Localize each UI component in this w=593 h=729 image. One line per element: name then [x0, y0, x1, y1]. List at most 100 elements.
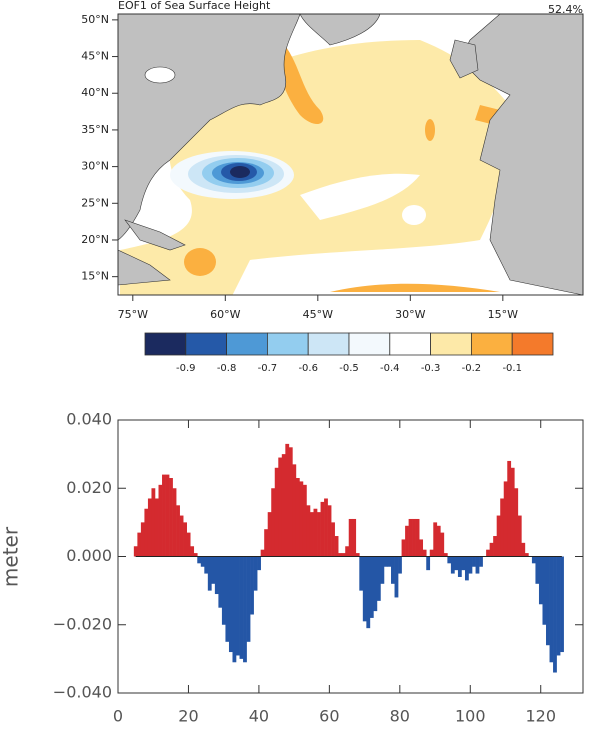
area-segment — [436, 525, 441, 557]
x-tick-label: 75°W — [118, 308, 148, 321]
area-segment — [352, 518, 357, 557]
colorbar-box — [389, 332, 431, 356]
area-segment — [546, 556, 550, 646]
area-segment — [331, 522, 335, 557]
x-tick-label: 60 — [319, 707, 339, 726]
area-segment — [486, 549, 490, 557]
area-segment — [507, 460, 512, 557]
area-segment — [334, 536, 339, 557]
area-segment — [239, 556, 244, 659]
area-segment — [405, 525, 409, 557]
area-segment — [165, 474, 170, 557]
area-segment — [257, 556, 261, 571]
area-segment — [454, 556, 459, 571]
area-segment — [309, 512, 314, 557]
area-segment — [359, 556, 364, 591]
area-segment — [408, 518, 413, 557]
area-segment — [398, 556, 402, 574]
area-segment — [292, 464, 297, 557]
colorbar-box — [511, 332, 554, 356]
anomaly-negative — [230, 166, 250, 178]
y-tick-label: 20°N — [81, 233, 109, 246]
x-tick-label: 80 — [390, 707, 410, 726]
area-segment — [193, 553, 198, 557]
area-segment — [401, 539, 406, 557]
anomaly-orange — [330, 283, 500, 292]
lake — [144, 66, 176, 84]
area-segment — [433, 522, 438, 557]
land-cuba — [124, 219, 186, 251]
area-segment — [214, 556, 219, 595]
colorbar-label: -0.9 — [176, 363, 196, 374]
area-segment — [348, 518, 353, 557]
area-segment — [204, 556, 209, 574]
area-segment — [211, 556, 216, 584]
colorbar-label: -0.3 — [421, 363, 441, 374]
area-segment — [271, 488, 276, 557]
colorbar-box — [430, 332, 472, 356]
area-segment — [475, 556, 480, 574]
y-tick-label: 30°N — [81, 160, 109, 173]
anomaly-neutral — [300, 173, 420, 220]
area-segment — [144, 508, 149, 557]
area-segment — [369, 556, 374, 618]
colorbar-box — [348, 332, 391, 356]
area-segment — [140, 522, 145, 557]
land-central-america — [118, 249, 171, 286]
y-tick-label: 0.040 — [66, 410, 112, 429]
area-segment — [246, 556, 251, 642]
y-tick-label: 40°N — [81, 86, 109, 99]
colorbar-box — [266, 332, 309, 356]
area-segment — [341, 553, 346, 557]
area-segment — [320, 501, 325, 557]
area-segment — [366, 556, 371, 629]
anomaly-orange — [425, 119, 435, 141]
area-segment — [422, 549, 427, 557]
area-segment — [440, 532, 445, 557]
area-segment — [517, 515, 522, 557]
colorbar-box — [226, 332, 268, 356]
area-segment — [158, 484, 163, 557]
area-segment — [232, 556, 237, 663]
anomaly-orange — [184, 248, 216, 276]
area-segment — [197, 556, 202, 564]
x-tick-label: 60°W — [210, 308, 240, 321]
area-segment — [207, 556, 212, 591]
x-tick-label: 120 — [525, 707, 556, 726]
colorbar-label: -0.7 — [258, 363, 278, 374]
map-annotation: 52.4% — [548, 3, 583, 16]
area-segment — [302, 484, 307, 557]
x-tick-label: 45°W — [303, 308, 333, 321]
area-segment — [260, 549, 265, 557]
area-segment — [468, 556, 473, 574]
colorbar-box — [144, 332, 187, 356]
y-tick-label: 45°N — [81, 50, 109, 63]
area-segment — [383, 556, 388, 567]
colorbar-box — [307, 332, 350, 356]
area-segment — [176, 505, 180, 557]
x-tick-label: 100 — [455, 707, 486, 726]
area-segment — [472, 556, 476, 567]
area-segment — [179, 515, 184, 557]
area-segment — [313, 508, 318, 557]
area-segment — [362, 556, 367, 622]
area-segment — [493, 536, 497, 557]
y-tick-label: −0.020 — [53, 614, 112, 633]
area-segment — [338, 553, 342, 557]
y-tick-label: 25°N — [81, 196, 109, 209]
colorbar-box — [185, 332, 228, 356]
area-segment — [317, 512, 321, 557]
area-segment — [295, 478, 300, 557]
area-segment — [496, 515, 501, 557]
area-segment — [172, 488, 177, 557]
area-segment — [464, 556, 469, 581]
area-segment — [267, 512, 272, 557]
y-tick-label: −0.040 — [53, 683, 112, 702]
y-tick-label: 50°N — [81, 13, 109, 26]
area-segment — [253, 556, 258, 591]
area-segment — [285, 443, 290, 557]
area-segment — [489, 542, 494, 557]
area-segment — [535, 556, 540, 584]
area-segment — [151, 488, 156, 557]
